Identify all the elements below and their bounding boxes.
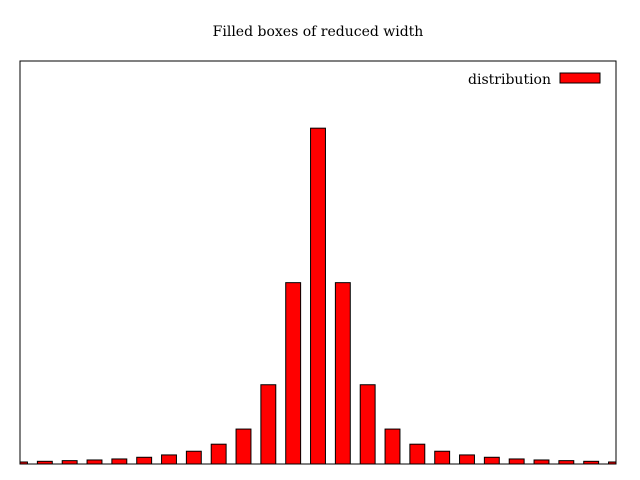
legend: distribution [468, 72, 601, 88]
bar-9 [210, 443, 227, 465]
bar-24 [583, 460, 600, 465]
bar-2 [36, 460, 53, 465]
bar-5 [111, 458, 128, 465]
bar-16 [384, 428, 401, 465]
bar-25 [608, 461, 617, 465]
legend-swatch-distribution [559, 72, 601, 84]
bar-12 [285, 282, 302, 465]
bars-group [19, 127, 617, 465]
bar-15 [359, 384, 376, 465]
bar-17 [409, 443, 426, 465]
bar-1 [19, 461, 28, 465]
chart-title: Filled boxes of reduced width [213, 24, 424, 40]
bar-6 [136, 456, 153, 465]
bar-22 [533, 459, 550, 465]
bar-11 [260, 384, 277, 465]
legend-label-distribution: distribution [468, 72, 551, 88]
bar-19 [459, 454, 475, 465]
bar-3 [61, 460, 78, 465]
bar-13 [310, 127, 326, 465]
bar-8 [185, 450, 202, 465]
bar-4 [86, 459, 103, 465]
bar-10 [235, 428, 252, 465]
bar-21 [508, 458, 525, 465]
bar-20 [483, 456, 500, 465]
bar-14 [334, 282, 351, 465]
bar-7 [161, 454, 177, 465]
bar-18 [434, 450, 451, 465]
bar-23 [558, 460, 575, 465]
